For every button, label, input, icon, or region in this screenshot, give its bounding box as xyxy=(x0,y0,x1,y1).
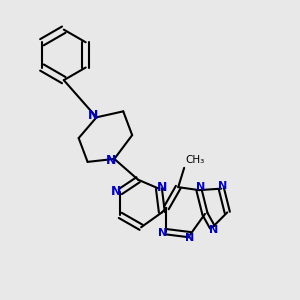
Text: CH₃: CH₃ xyxy=(186,155,205,166)
Text: N: N xyxy=(196,182,205,192)
Text: N: N xyxy=(88,109,99,122)
Text: N: N xyxy=(106,154,116,167)
Text: N: N xyxy=(218,181,227,191)
Text: N: N xyxy=(209,225,218,235)
Text: N: N xyxy=(158,228,167,238)
Text: N: N xyxy=(157,181,168,194)
Text: N: N xyxy=(185,233,195,243)
Text: N: N xyxy=(111,185,121,198)
